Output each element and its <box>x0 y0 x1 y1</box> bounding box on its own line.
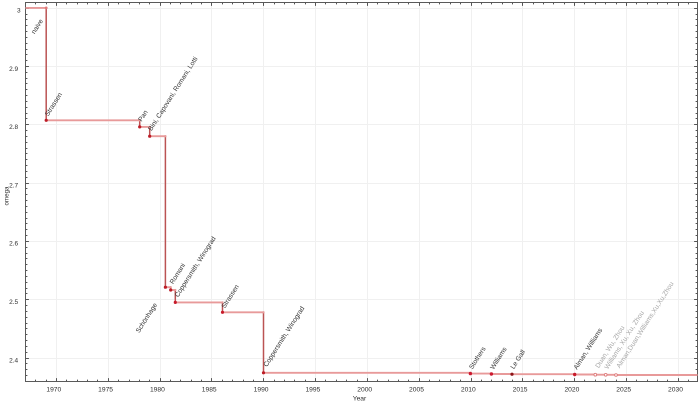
svg-text:2000: 2000 <box>357 386 372 393</box>
svg-text:1975: 1975 <box>98 386 113 393</box>
svg-text:1980: 1980 <box>150 386 165 393</box>
svg-text:2030: 2030 <box>668 386 683 393</box>
svg-text:2.5: 2.5 <box>9 299 18 306</box>
svg-text:2.7: 2.7 <box>9 182 18 189</box>
svg-text:2.6: 2.6 <box>9 241 18 248</box>
svg-text:1970: 1970 <box>46 386 61 393</box>
svg-text:2.8: 2.8 <box>9 124 18 131</box>
svg-text:2015: 2015 <box>513 386 528 393</box>
svg-text:3: 3 <box>17 8 21 15</box>
svg-text:2.4: 2.4 <box>9 357 18 364</box>
svg-text:1985: 1985 <box>202 386 217 393</box>
svg-text:2.9: 2.9 <box>9 66 18 73</box>
svg-text:1990: 1990 <box>254 386 269 393</box>
svg-text:2005: 2005 <box>409 386 424 393</box>
svg-text:2020: 2020 <box>564 386 579 393</box>
svg-text:omega: omega <box>3 186 10 205</box>
svg-text:2010: 2010 <box>461 386 476 393</box>
svg-text:1995: 1995 <box>305 386 320 393</box>
svg-text:2025: 2025 <box>616 386 631 393</box>
svg-text:Year: Year <box>353 395 367 402</box>
